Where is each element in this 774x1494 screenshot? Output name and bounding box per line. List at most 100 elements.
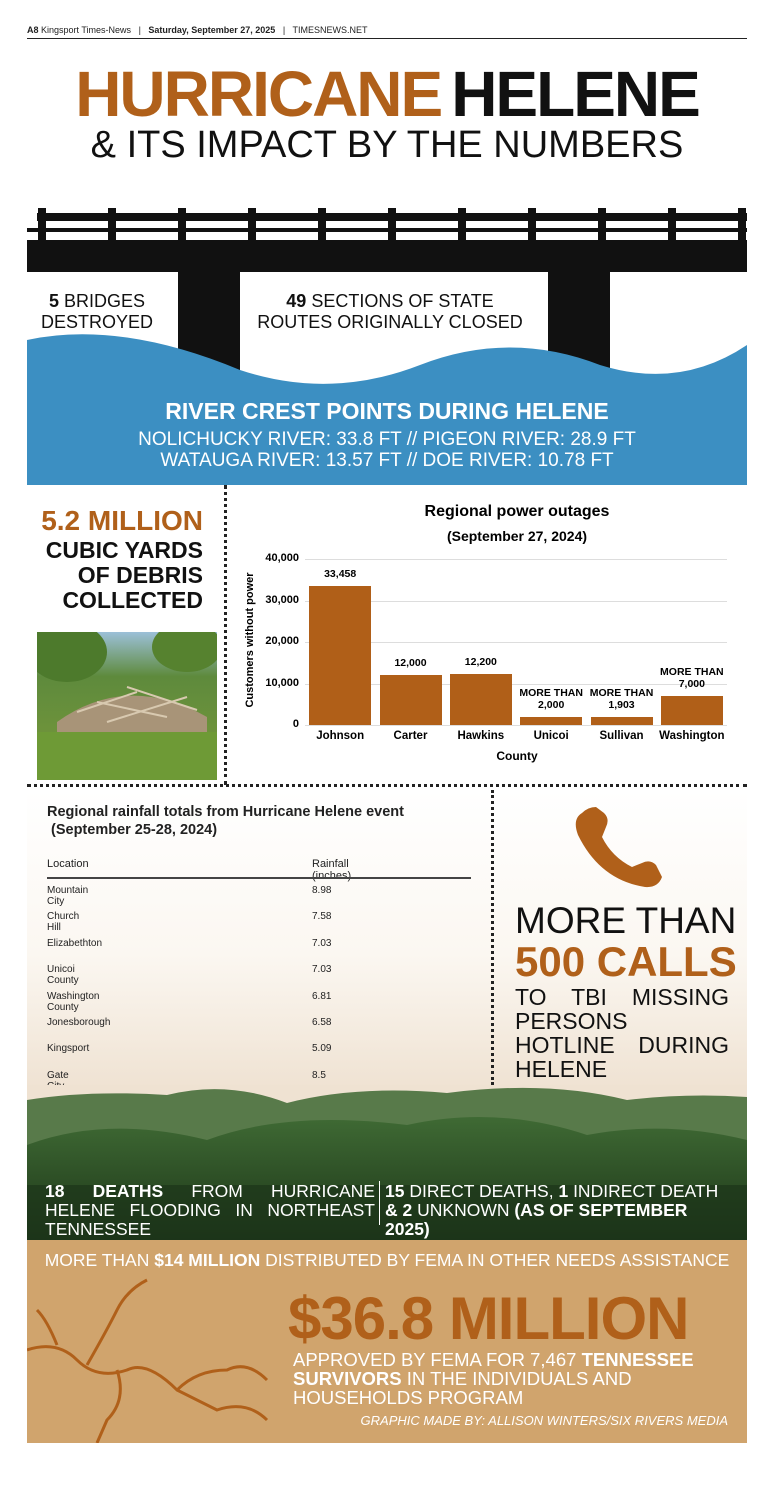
text: DISTRIBUTED BY FEMA IN OTHER NEEDS ASSIS… <box>265 1250 730 1270</box>
headline-part: HELENE <box>451 58 701 130</box>
mountain-photo <box>27 1085 747 1240</box>
divider <box>491 790 494 1085</box>
deaths-breakdown: 15 DIRECT DEATHS, 1 INDIRECT DEATH & 2 U… <box>385 1182 730 1239</box>
value-label: MORE THAN 7,000 <box>660 665 724 690</box>
bar <box>309 586 372 725</box>
fema-other: MORE THAN $14 MILLION DISTRIBUTED BY FEM… <box>0 1250 774 1271</box>
bar <box>660 695 723 725</box>
text: MORE THAN <box>44 1250 150 1270</box>
fema-amount: $36.8 MILLION <box>288 1285 689 1352</box>
masthead: A8 Kingsport Times-News | Saturday, Sept… <box>27 25 368 35</box>
y-tick-label: 10,000 <box>265 676 299 689</box>
table-title: Regional rainfall totals from Hurricane … <box>47 804 404 820</box>
debris-photo <box>37 632 217 780</box>
grid-line <box>305 559 727 560</box>
routes-stat: 49 SECTIONS OF STATE ROUTES ORIGINALLY C… <box>255 291 525 333</box>
y-tick-label: 30,000 <box>265 593 299 606</box>
x-tick-label: Unicoi <box>533 730 569 742</box>
fema-approved: APPROVED BY FEMA FOR 7,467 TENNESSEE SUR… <box>293 1350 713 1407</box>
routes-text: SECTIONS OF STATE ROUTES ORIGINALLY CLOS… <box>257 291 523 332</box>
header-rule <box>47 877 471 879</box>
y-tick-label: 20,000 <box>265 635 299 647</box>
count: 2 <box>402 1200 413 1220</box>
river-title: RIVER CREST POINTS DURING HELENE <box>165 398 609 424</box>
divider <box>224 485 227 785</box>
bridge-art <box>27 208 747 485</box>
bridges-count: 5 <box>48 291 59 311</box>
x-tick-label: Sullivan <box>599 730 644 742</box>
power-outage-chart: Regional power outages (September 27, 20… <box>244 503 727 763</box>
bridges-stat: 5 BRIDGES DESTROYED <box>27 291 167 333</box>
value-label: MORE THAN 1,903 <box>589 687 654 712</box>
rule <box>27 38 747 39</box>
subtitle: & ITS IMPACT BY THE NUMBERS <box>90 124 684 166</box>
column-header: Rainfall (inches) <box>312 858 352 882</box>
cell: Washington County <box>47 990 100 1013</box>
cell: 7.03 <box>312 964 332 976</box>
cell: Mountain City <box>47 885 89 907</box>
y-tick-label: 0 <box>292 718 299 730</box>
x-tick-label: Hawkins <box>457 730 505 742</box>
grid-line <box>305 725 727 726</box>
value-label: 12,000 <box>394 657 427 670</box>
cracks <box>27 1278 269 1443</box>
headline: HURRICANE HELENE <box>0 58 774 130</box>
text: TENNESSEE SURVIVORS <box>293 1349 694 1389</box>
site: TIMESNEWS.NET <box>292 25 368 35</box>
fema-bg <box>27 1240 747 1443</box>
cell: Church Hill <box>47 911 80 934</box>
calls-text: TO TBI MISSING PERSONS HOTLINE DURING HE… <box>515 984 729 1082</box>
x-tick-label: Johnson <box>316 730 365 742</box>
cell: 5.09 <box>312 1043 332 1055</box>
cell: 7.58 <box>312 911 332 923</box>
divider <box>379 1181 380 1225</box>
calls-line: MORE THAN <box>515 900 737 941</box>
y-tick-label: 40,000 <box>265 552 299 564</box>
value-label: 12,200 <box>464 656 497 669</box>
value-label: MORE THAN 2,000 <box>519 686 583 711</box>
table-subtitle: (September 25-28, 2024) <box>51 822 218 838</box>
column-header: Location <box>47 858 89 870</box>
date-note: (AS OF SEPTEMBER 2025) <box>385 1200 688 1239</box>
grid-line <box>305 642 727 643</box>
bar <box>449 674 512 725</box>
count: 15 <box>385 1181 405 1201</box>
page-number: A8 <box>27 25 39 35</box>
bar <box>520 716 583 725</box>
date: Saturday, September 27, 2025 <box>148 25 276 35</box>
x-axis-label: County <box>496 749 538 763</box>
text: UNKNOWN <box>417 1200 510 1220</box>
debris-amount: 5.2 MILLION <box>41 505 203 536</box>
text: DIRECT DEATHS, <box>409 1181 554 1201</box>
river-line: NOLICHUCKY RIVER: 33.8 FT // PIGEON RIVE… <box>138 429 636 450</box>
credit: GRAPHIC MADE BY: ALLISON WINTERS/SIX RIV… <box>360 1413 728 1428</box>
section-bg <box>27 790 747 1090</box>
calls-count: 500 CALLS <box>515 938 737 985</box>
chart-title: Regional power outages <box>424 503 610 520</box>
deaths-text: FROM HURRICANE HELENE FLOODING IN NORTHE… <box>45 1181 375 1239</box>
chart-subtitle: (September 27, 2024) <box>446 528 588 544</box>
river-line: WATAUGA RIVER: 13.57 FT // DOE RIVER: 10… <box>160 450 614 471</box>
x-tick-label: Carter <box>393 730 428 742</box>
amount: $14 MILLION <box>154 1250 261 1270</box>
cell: Jonesborough <box>47 1017 111 1028</box>
bar <box>379 675 442 725</box>
cell: 8.98 <box>312 885 332 896</box>
text: APPROVED BY FEMA FOR 7,467 <box>293 1349 577 1370</box>
phone-icon <box>575 807 662 888</box>
count: 1 <box>558 1181 569 1201</box>
value-label: 33,458 <box>324 568 357 581</box>
cell: 7.03 <box>312 937 332 949</box>
cell: 8.5 <box>312 1069 326 1081</box>
x-tick-label: Washington <box>659 730 725 742</box>
deaths-total: 18 DEATHS FROM HURRICANE HELENE FLOODING… <box>45 1182 375 1239</box>
headline-part: HURRICANE <box>75 58 443 130</box>
cell: Kingsport <box>47 1043 90 1055</box>
text: IN THE INDIVIDUALS AND HOUSEHOLDS PROGRA… <box>293 1368 632 1408</box>
text: & <box>385 1200 398 1220</box>
grid-line <box>305 600 727 602</box>
paper-name: Kingsport Times-News <box>41 25 132 35</box>
cell: Elizabethton <box>47 937 103 949</box>
bridges-text: BRIDGES DESTROYED <box>40 291 154 332</box>
